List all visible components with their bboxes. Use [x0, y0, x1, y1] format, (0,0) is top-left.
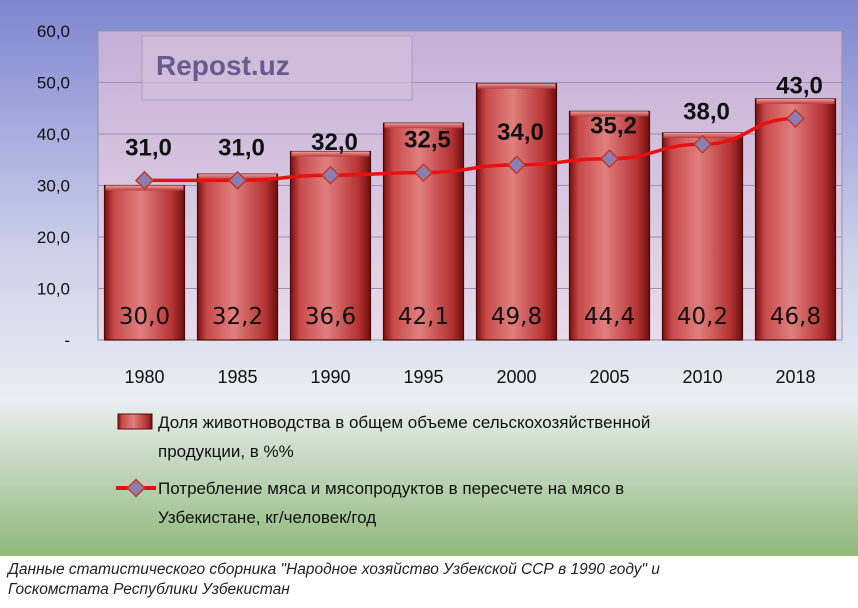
- legend-bar-line-1: Доля животноводства в общем объеме сельс…: [158, 413, 650, 432]
- line-value-label: 32,0: [311, 129, 358, 156]
- bar-top: [291, 151, 370, 157]
- x-tick-label: 1985: [217, 367, 257, 387]
- y-tick-label: -: [64, 331, 70, 350]
- caption-line-1: Данные статистического сборника "Народно…: [8, 561, 660, 578]
- line-point: [785, 109, 806, 129]
- line-value-label: 34,0: [497, 119, 544, 146]
- line-point: [413, 163, 434, 183]
- bar-value-label: 42,1: [398, 304, 449, 330]
- line-value-label: 35,2: [590, 113, 637, 140]
- line-labels: 31,0 31,0 32,0 32,5 34,0 35,2 38,0 43,0: [125, 73, 823, 162]
- legend-bar-line-2: продукции, в %%: [158, 442, 294, 461]
- legend: Доля животноводства в общем объеме сельс…: [116, 413, 655, 527]
- caption-line-2: Госкомстата Республики Узбекистан: [8, 581, 290, 598]
- watermark: Repost.uz: [141, 35, 413, 101]
- bar-top: [384, 123, 463, 129]
- bar: [103, 184, 186, 341]
- line-point: [134, 170, 155, 190]
- line-value-label: 31,0: [125, 134, 172, 161]
- line-series: [134, 109, 806, 190]
- source-caption: Данные статистического сборника "Народно…: [8, 560, 848, 600]
- line-point: [599, 149, 620, 169]
- legend-line-line-2: Узбекистане, кг/человек/год: [158, 508, 376, 527]
- x-tick-label: 2018: [775, 367, 815, 387]
- x-tick-label: 2000: [496, 367, 536, 387]
- bar-value-label: 32,2: [212, 304, 263, 330]
- bar-value-label: 40,2: [677, 304, 728, 330]
- legend-line-marker: [126, 478, 146, 498]
- y-tick-label: 60,0: [37, 22, 70, 41]
- bar: [754, 98, 837, 341]
- line-point: [506, 155, 527, 175]
- x-tick-label: 2005: [589, 367, 629, 387]
- legend-line-line-1: Потребление мяса и мясопродуктов в перес…: [158, 479, 624, 498]
- x-axis-labels: 1980 1985 1990 1995 2000 2005 2010 2018: [124, 367, 815, 387]
- chart: - 10,0 20,0 30,0 40,0 50,0 60,0 Repost.uz 30,0…: [0, 0, 858, 556]
- line-value-label: 32,5: [404, 127, 451, 154]
- watermark-box: [141, 35, 413, 101]
- watermark-text: Repost.uz: [156, 50, 290, 81]
- bar-value-label: 46,8: [770, 304, 821, 330]
- line-point: [320, 165, 341, 185]
- x-tick-label: 1980: [124, 367, 164, 387]
- bar-value-label: 36,6: [305, 304, 356, 330]
- x-tick-label: 2010: [682, 367, 722, 387]
- line-value-label: 31,0: [218, 134, 265, 161]
- x-tick-label: 1995: [403, 367, 443, 387]
- line-value-label: 43,0: [776, 73, 823, 100]
- line-point: [692, 134, 713, 154]
- bar-value-label: 30,0: [119, 304, 170, 330]
- legend-line-text: Потребление мяса и мясопродуктов в перес…: [158, 479, 629, 527]
- legend-bar-text: Доля животноводства в общем объеме сельс…: [158, 413, 655, 461]
- bar: [196, 173, 279, 341]
- y-tick-label: 20,0: [37, 228, 70, 247]
- y-tick-label: 30,0: [37, 177, 70, 196]
- bar: [661, 132, 744, 341]
- bar-top: [756, 98, 835, 104]
- bar: [475, 82, 558, 341]
- y-tick-label: 50,0: [37, 74, 70, 93]
- bar-top: [477, 83, 556, 89]
- line-point: [227, 170, 248, 190]
- bar-value-label: 44,4: [584, 304, 635, 330]
- bar-series: [103, 82, 837, 341]
- y-tick-label: 10,0: [37, 280, 70, 299]
- bar-value-label: 49,8: [491, 304, 542, 330]
- y-axis-ticks: - 10,0 20,0 30,0 40,0 50,0 60,0: [37, 22, 70, 350]
- line-value-label: 38,0: [683, 98, 730, 125]
- bar-labels: 30,0 32,2 36,6 42,1 49,8 44,4 40,2 46,8: [119, 304, 821, 330]
- y-tick-label: 40,0: [37, 125, 70, 144]
- legend-bar-swatch: [117, 413, 153, 430]
- x-tick-label: 1990: [310, 367, 350, 387]
- bar-top: [570, 111, 649, 117]
